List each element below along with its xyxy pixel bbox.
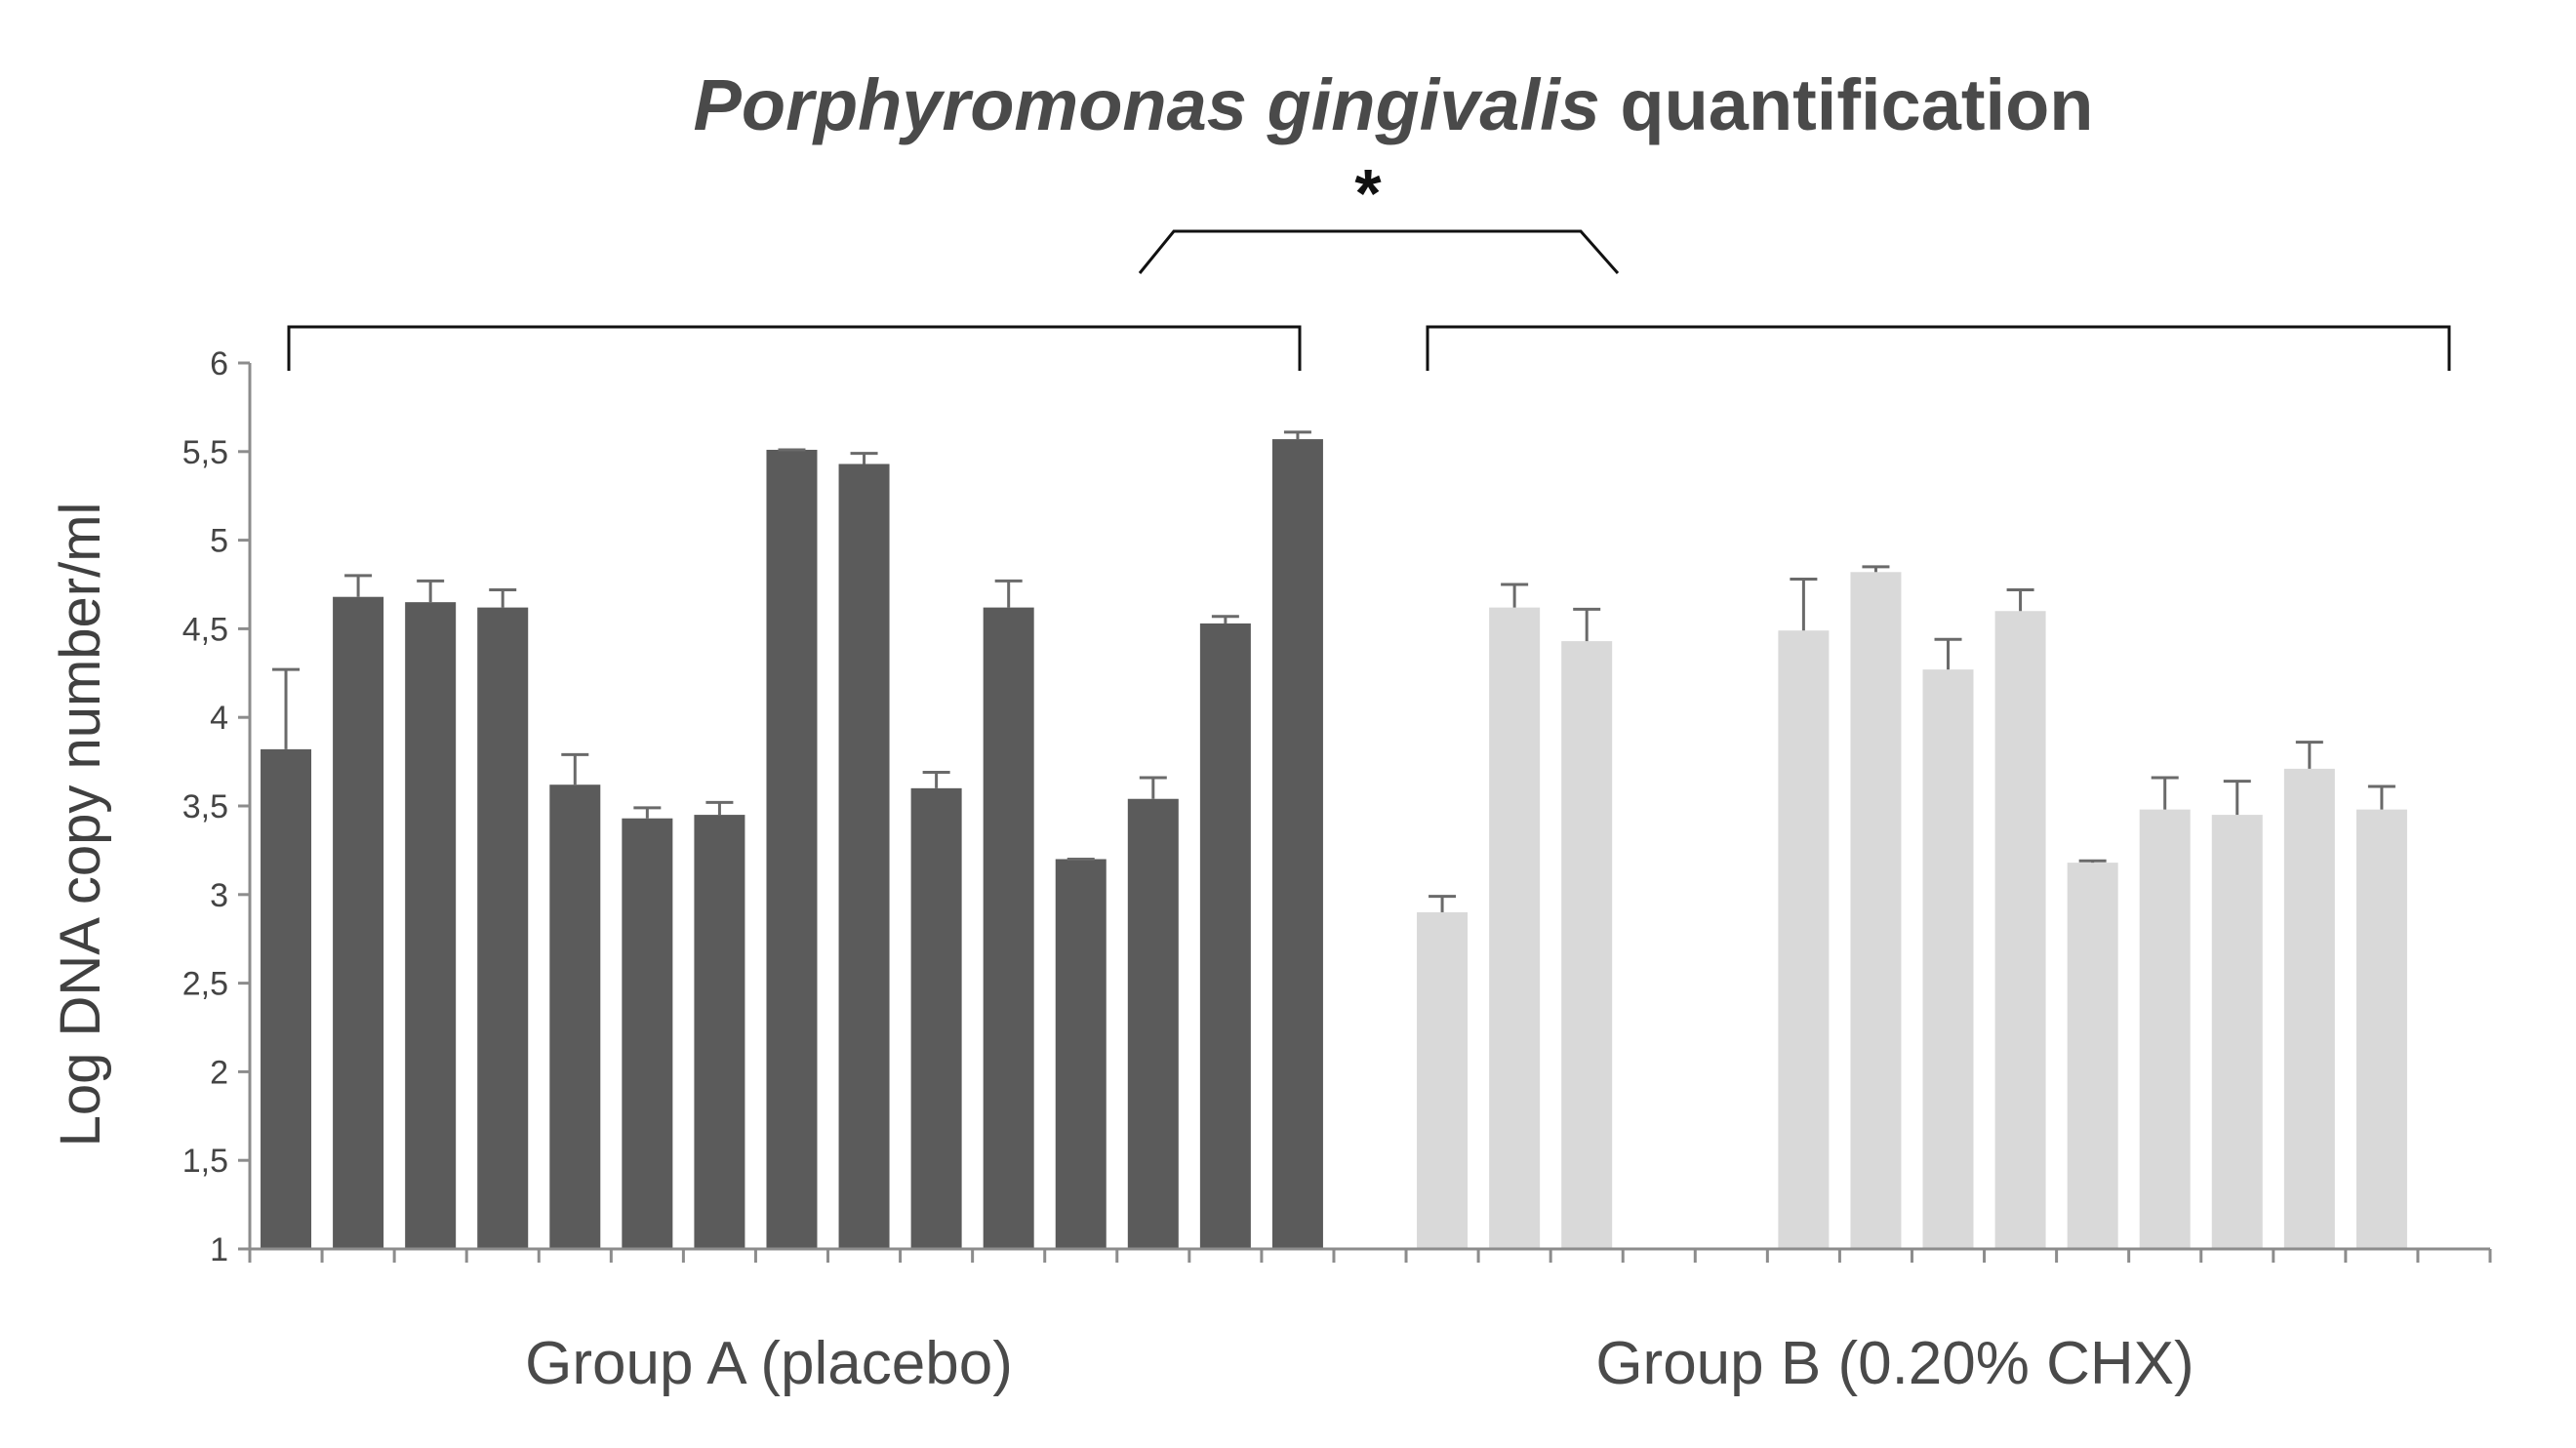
bar [405, 602, 457, 1249]
y-tick-label: 3,5 [182, 788, 228, 825]
bar [1922, 669, 1974, 1249]
y-tick-label: 5 [210, 523, 228, 560]
bar [694, 815, 745, 1249]
bar [1417, 911, 1469, 1249]
bar [622, 818, 673, 1249]
y-tick-label: 4 [210, 700, 228, 737]
y-tick-label: 5,5 [182, 434, 228, 471]
bar [549, 784, 601, 1249]
bar [1271, 439, 1323, 1249]
chart-title-rest: quantification [1600, 64, 2094, 145]
significance-bracket [1138, 229, 1620, 274]
y-tick-label: 3 [210, 877, 228, 914]
significance-marker: * [1354, 155, 1382, 231]
bar [2067, 863, 2118, 1249]
bar [1994, 611, 2046, 1249]
bars-layer [261, 430, 2407, 1250]
bar [1199, 623, 1251, 1249]
bar [838, 463, 890, 1250]
y-tick-label: 6 [210, 345, 228, 382]
y-tick-label: 2 [210, 1054, 228, 1091]
bar [1489, 607, 1541, 1249]
group-a-bracket [287, 325, 1302, 371]
bar [261, 748, 312, 1249]
bar [1850, 572, 1902, 1249]
y-tick-label: 1,5 [182, 1143, 228, 1180]
y-tick-label: 4,5 [182, 611, 228, 648]
group-b-bracket [1426, 325, 2451, 371]
bar [333, 596, 384, 1249]
y-tick-label: 2,5 [182, 966, 228, 1003]
bar [2211, 815, 2263, 1249]
axes-layer: 1 1,5 2 2,5 3 3,5 4 4,5 5 5,5 6 [182, 345, 2492, 1268]
bar [766, 449, 818, 1249]
bar [1778, 630, 1830, 1249]
bar [910, 787, 962, 1249]
y-tick-label: 1 [210, 1231, 228, 1268]
bar [983, 607, 1034, 1249]
bar [2283, 768, 2335, 1249]
bar [1055, 859, 1107, 1249]
bar [477, 607, 529, 1249]
chart-title: Porphyromonas gingivalis quantification [694, 64, 2094, 145]
bar [1127, 798, 1179, 1249]
group-a-label: Group A (placebo) [525, 1330, 1013, 1397]
bar [2355, 809, 2407, 1249]
bar [2139, 809, 2191, 1249]
y-axis-title: Log DNA copy number/ml [49, 503, 112, 1147]
group-b-label: Group B (0.20% CHX) [1595, 1330, 2194, 1397]
chart-title-italic: Porphyromonas gingivalis [694, 64, 1600, 145]
bar [1561, 641, 1613, 1249]
